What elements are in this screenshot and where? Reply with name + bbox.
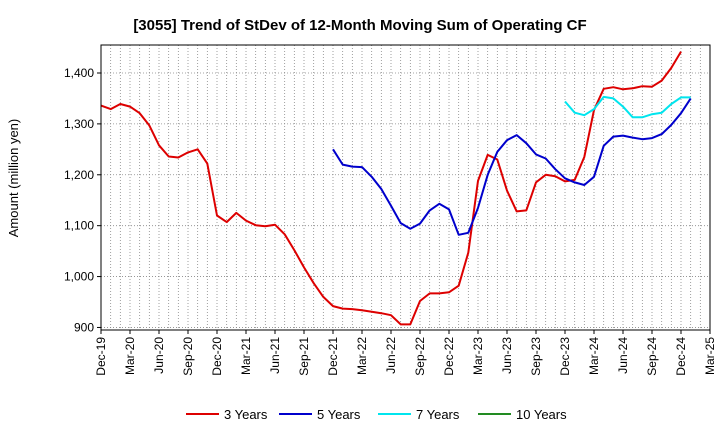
x-tick-label: Jun-21 [268,337,282,374]
y-axis-label: Amount (million yen) [6,119,21,238]
series-line-5-years [332,97,692,236]
x-tick-label: Mar-22 [355,337,369,375]
x-tick-label: Dec-24 [674,337,688,376]
x-tick-label: Sep-23 [529,337,543,376]
y-tick-label: 900 [74,320,94,334]
x-tick-label: Sep-21 [297,337,311,376]
x-tick-label: Mar-25 [703,337,717,375]
legend: 3 Years 5 Years 7 Years 10 Years [186,407,567,422]
x-tick-label: Jun-20 [152,337,166,374]
x-tick-label: Jun-24 [616,337,630,374]
y-tick-label: 1,000 [64,270,94,284]
x-tick-label: Mar-21 [239,337,253,375]
legend-label-7-years: 7 Years [416,407,460,422]
chart-title: [3055] Trend of StDev of 12-Month Moving… [133,17,586,34]
plot-frame [100,44,711,331]
series-line-7-years [564,95,691,119]
y-ticks: 900 1,000 1,100 1,200 1,300 1,400 [64,66,101,334]
x-tick-label: Dec-21 [326,337,340,376]
x-tick-label: Mar-24 [587,337,601,375]
x-tick-label: Sep-22 [413,337,427,376]
x-tick-label: Mar-23 [471,337,485,375]
y-tick-label: 1,400 [64,66,94,80]
x-tick-label: Mar-20 [123,337,137,375]
x-tick-label: Dec-23 [558,337,572,376]
x-tick-label: Sep-20 [181,337,195,376]
legend-label-5-years: 5 Years [317,407,361,422]
legend-label-3-years: 3 Years [224,407,268,422]
x-tick-label: Jun-23 [500,337,514,374]
y-tick-label: 1,100 [64,219,94,233]
x-tick-label: Dec-19 [94,337,108,376]
x-tick-label: Dec-22 [442,337,456,376]
y-tick-label: 1,300 [64,117,94,131]
x-tick-label: Dec-20 [210,337,224,376]
legend-label-10-years: 10 Years [516,407,567,422]
series-lines [100,51,692,326]
series-line-3-years [100,51,682,326]
x-tick-label: Jun-22 [384,337,398,374]
y-tick-label: 1,200 [64,168,94,182]
x-ticks: Dec-19 Mar-20 Jun-20 Sep-20 Dec-20 Mar-21 Jun-… [94,330,717,376]
x-tick-label: Sep-24 [645,337,659,376]
